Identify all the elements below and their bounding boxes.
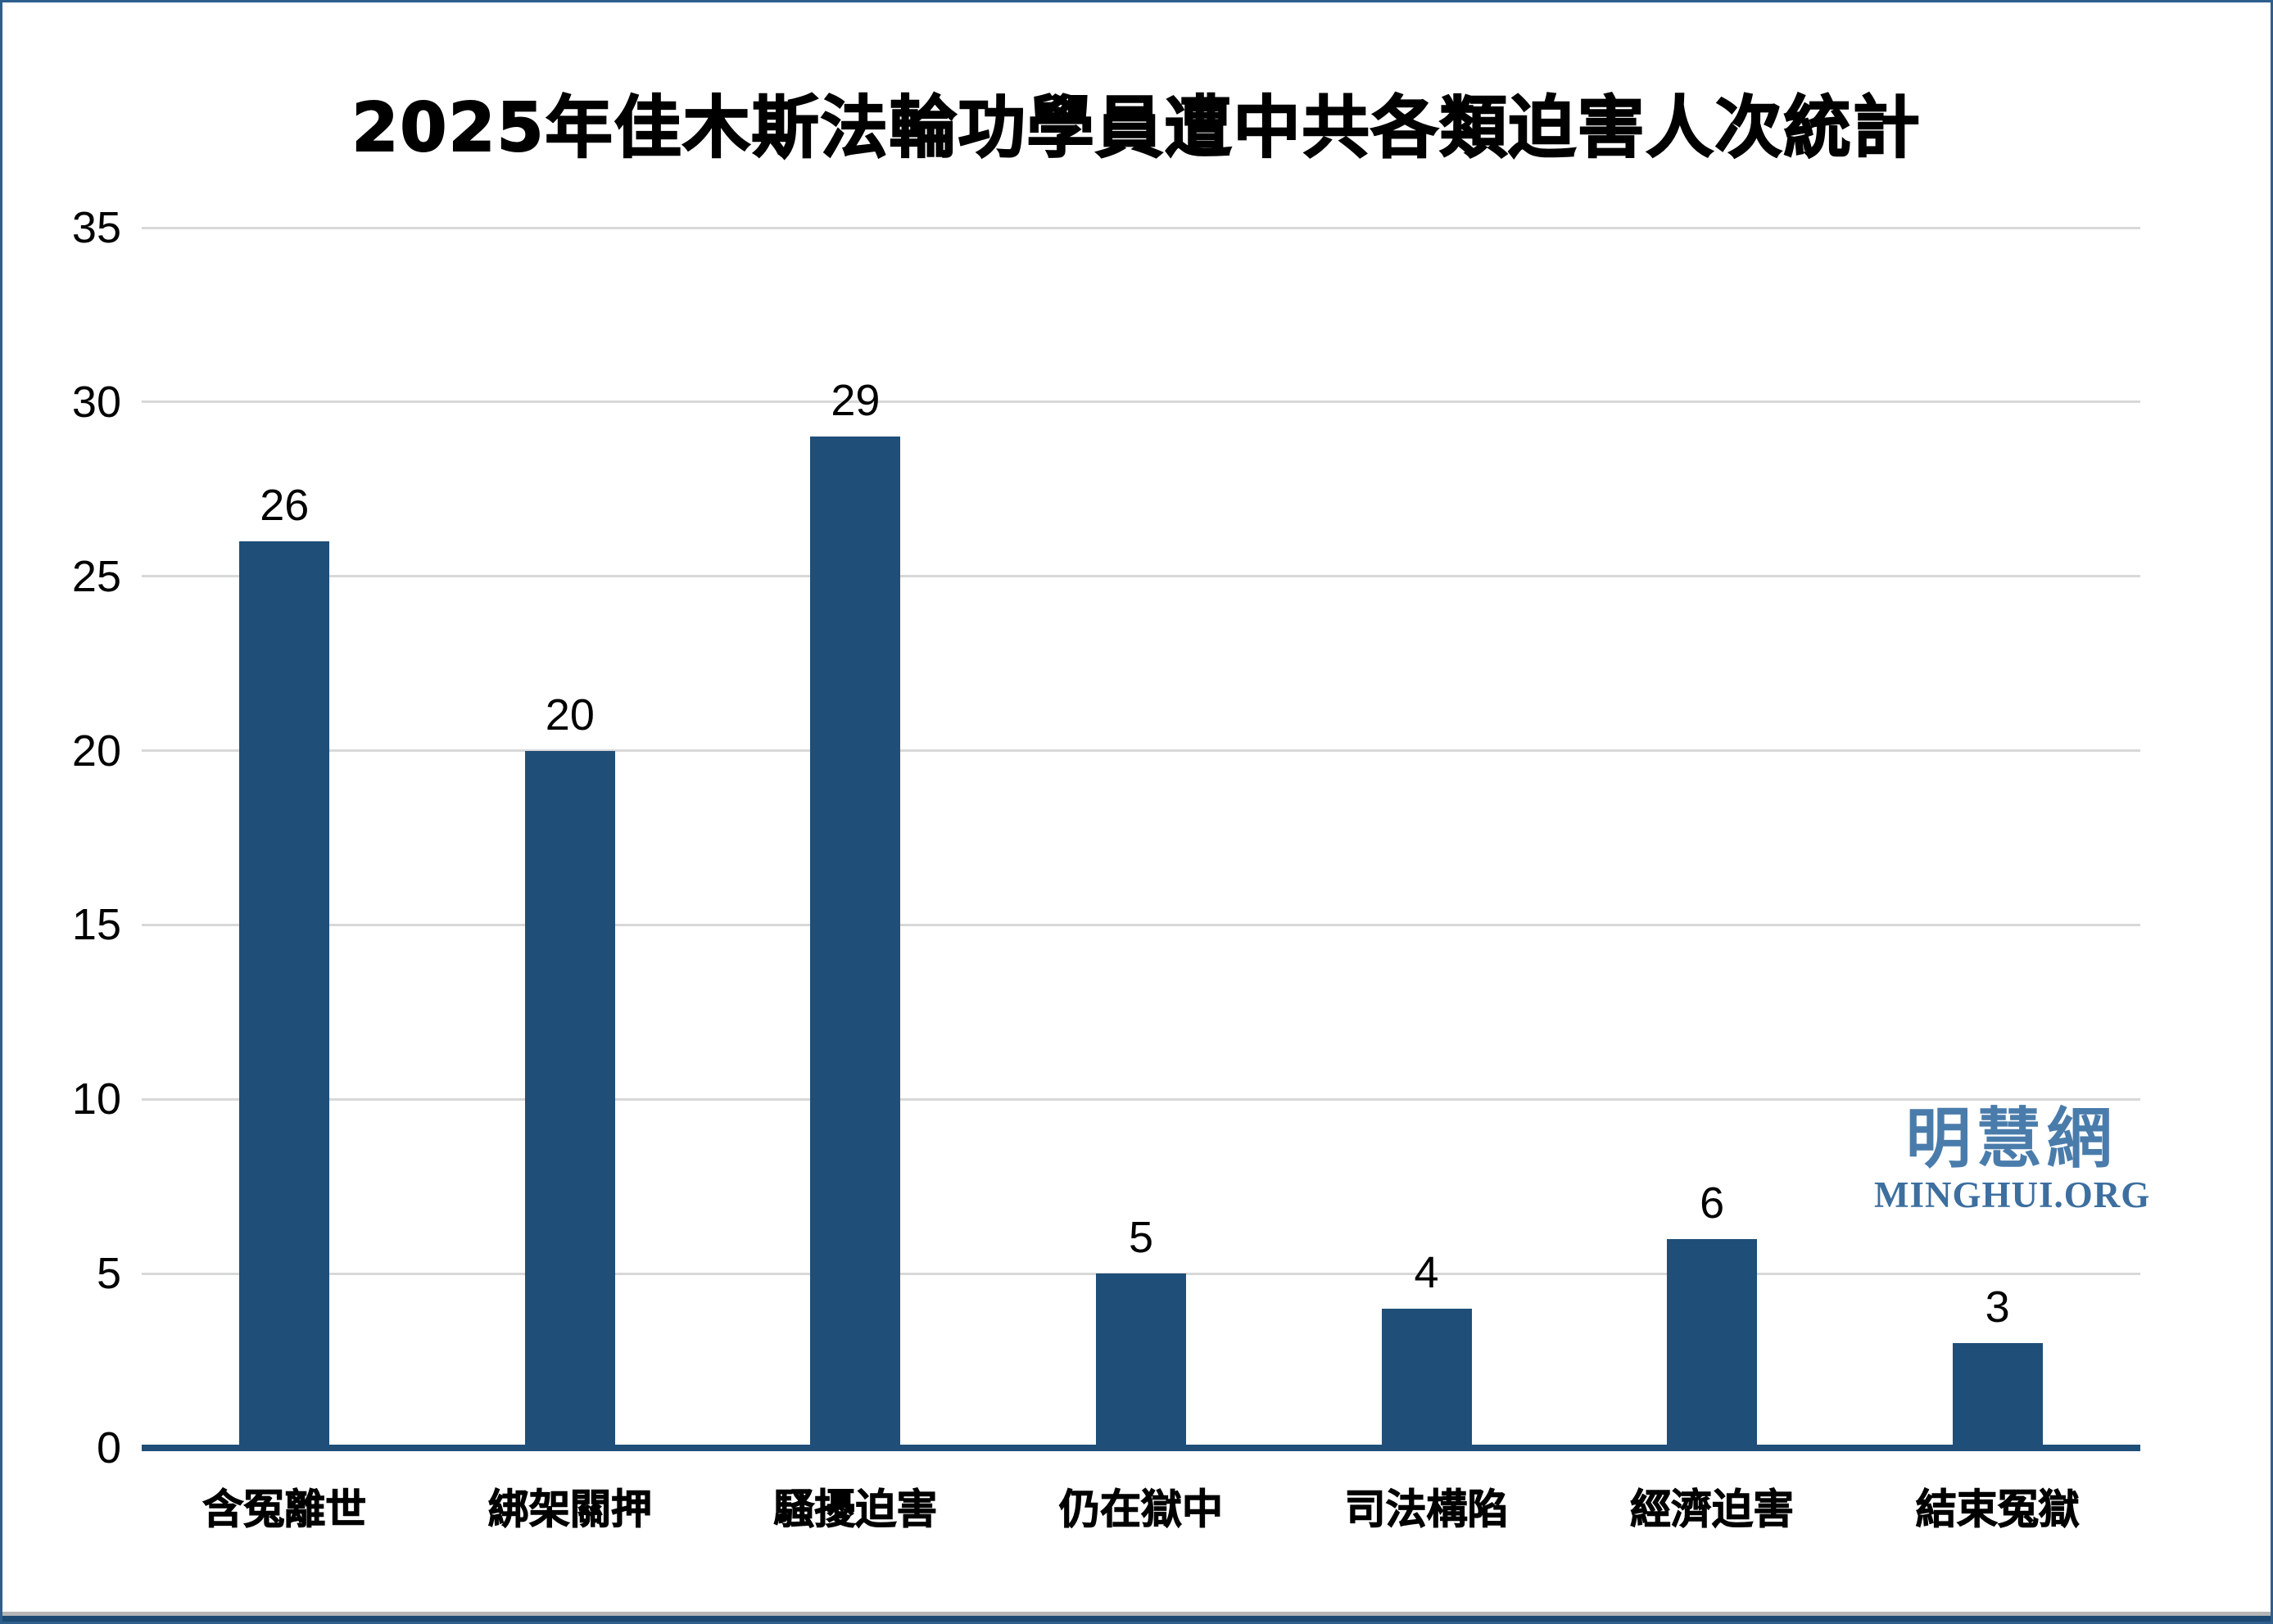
minghui-logo-latin: MINGHUI.ORG — [1874, 1174, 2151, 1215]
chart-title: 2025年佳木斯法輪功學員遭中共各類迫害人次統計 — [351, 88, 1922, 168]
bar — [1667, 1238, 1758, 1448]
plot-area: 26 20 29 5 4 6 3 — [142, 226, 2140, 1451]
bar-value-label: 20 — [545, 690, 595, 740]
bar — [1381, 1308, 1472, 1448]
y-gridline — [142, 226, 2140, 229]
y-tick-label: 15 — [71, 900, 121, 950]
y-tick-label: 20 — [71, 726, 121, 776]
bar-value-label: 6 — [1700, 1178, 1725, 1228]
y-gridline — [142, 923, 2140, 926]
y-tick-label: 35 — [71, 203, 121, 252]
bottom-shadow-line — [2, 1612, 2271, 1616]
minghui-logo-cjk: 明慧網 — [1905, 1101, 2117, 1177]
y-gridline — [142, 575, 2140, 578]
bar-value-label: 29 — [831, 376, 881, 426]
minghui-watermark: 明慧網 MINGHUI.ORG — [1874, 1101, 2151, 1215]
y-gridline — [142, 1272, 2140, 1275]
y-gridline — [142, 1097, 2140, 1101]
x-category-label: 經濟迫害 — [1630, 1486, 1795, 1534]
y-tick-label: 25 — [71, 551, 121, 601]
bar-value-label: 4 — [1414, 1247, 1439, 1297]
x-axis-line — [142, 1445, 2140, 1451]
y-tick-label: 0 — [96, 1423, 121, 1472]
x-category-label: 綁架關押 — [487, 1486, 652, 1534]
y-tick-label: 5 — [96, 1249, 121, 1299]
bottom-border-band — [2, 1616, 2271, 1622]
bar-value-label: 3 — [1985, 1282, 2010, 1332]
x-category-label: 騷擾迫害 — [773, 1486, 938, 1534]
y-tick-label: 10 — [71, 1074, 121, 1124]
bar-value-label: 26 — [260, 481, 310, 531]
x-category-label: 含冤離世 — [202, 1486, 367, 1534]
bar — [524, 750, 615, 1448]
x-category-label: 司法構陷 — [1344, 1486, 1509, 1534]
bar — [239, 541, 330, 1448]
bar-value-label: 5 — [1128, 1213, 1154, 1263]
x-category-label: 仍在獄中 — [1058, 1486, 1223, 1534]
y-gridline — [142, 749, 2140, 753]
x-category-label: 結束冤獄 — [1915, 1486, 2080, 1534]
y-tick-label: 30 — [71, 377, 121, 427]
bar — [1096, 1273, 1186, 1448]
bar — [1952, 1343, 2043, 1448]
bar — [810, 437, 901, 1448]
y-gridline — [142, 400, 2140, 404]
